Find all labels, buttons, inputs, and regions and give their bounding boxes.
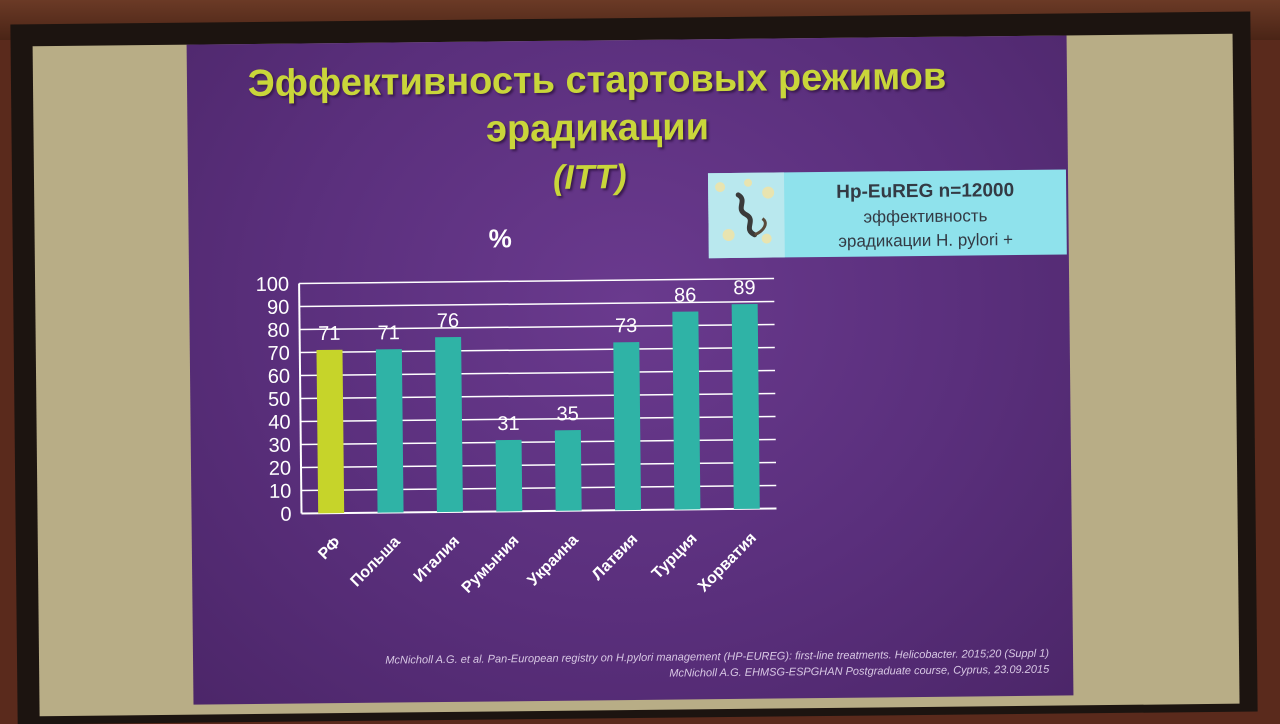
y-tick-label: 10 (269, 481, 291, 503)
y-tick-label: 30 (268, 435, 290, 457)
y-tick-label: 50 (268, 389, 290, 411)
info-box: Hp-EuREG n=12000 эффективность эрадикаци… (707, 169, 1067, 259)
bar (375, 349, 404, 513)
gridline (300, 392, 776, 400)
x-category-label: Италия (411, 533, 463, 586)
y-tick-label: 40 (268, 412, 290, 434)
gridline (299, 346, 775, 354)
x-category-label: Румыния (459, 532, 523, 597)
gridline (300, 415, 776, 423)
x-category-label: Латвия (589, 531, 641, 584)
bar (672, 311, 701, 510)
y-tick-label: 20 (269, 458, 291, 480)
y-tick-label: 70 (267, 343, 289, 365)
bar (613, 342, 642, 511)
y-tick-label: 0 (280, 504, 291, 526)
gridline (299, 323, 775, 331)
bar (731, 304, 760, 509)
x-category-label: Хорватия (695, 530, 760, 596)
bacteria-illustration-icon (707, 172, 785, 259)
y-tick-label: 80 (267, 320, 289, 342)
gridline (301, 461, 777, 469)
x-category-label: Польша (347, 533, 403, 590)
bar (316, 349, 345, 514)
y-axis (298, 283, 303, 514)
x-category-label: Украина (525, 531, 582, 589)
y-tick-label: 60 (268, 366, 290, 388)
data-label: 86 (674, 285, 696, 307)
x-axis (301, 507, 777, 515)
data-label: 71 (377, 322, 399, 344)
y-tick-label: 100 (256, 274, 290, 296)
gridline (300, 369, 776, 377)
projector-screen-frame: Эффективность стартовых режимов эрадикац… (10, 11, 1258, 724)
data-label: 35 (556, 403, 578, 425)
y-tick-label: 90 (267, 297, 289, 319)
data-label: 73 (615, 315, 637, 337)
projector-screen: Эффективность стартовых режимов эрадикац… (32, 33, 1240, 717)
data-label: 89 (733, 277, 755, 299)
bar (495, 439, 523, 512)
data-label: 31 (497, 413, 519, 435)
data-label: 71 (318, 323, 340, 345)
presentation-slide: Эффективность стартовых режимов эрадикац… (186, 35, 1074, 705)
x-category-label: Турция (649, 530, 701, 582)
gridline (299, 277, 775, 285)
data-label: 76 (437, 310, 459, 332)
gridline (301, 484, 777, 492)
x-category-label: РФ (315, 534, 344, 563)
gridline (299, 300, 775, 308)
bar (554, 430, 582, 511)
bar (435, 337, 463, 513)
gridline (300, 438, 776, 446)
